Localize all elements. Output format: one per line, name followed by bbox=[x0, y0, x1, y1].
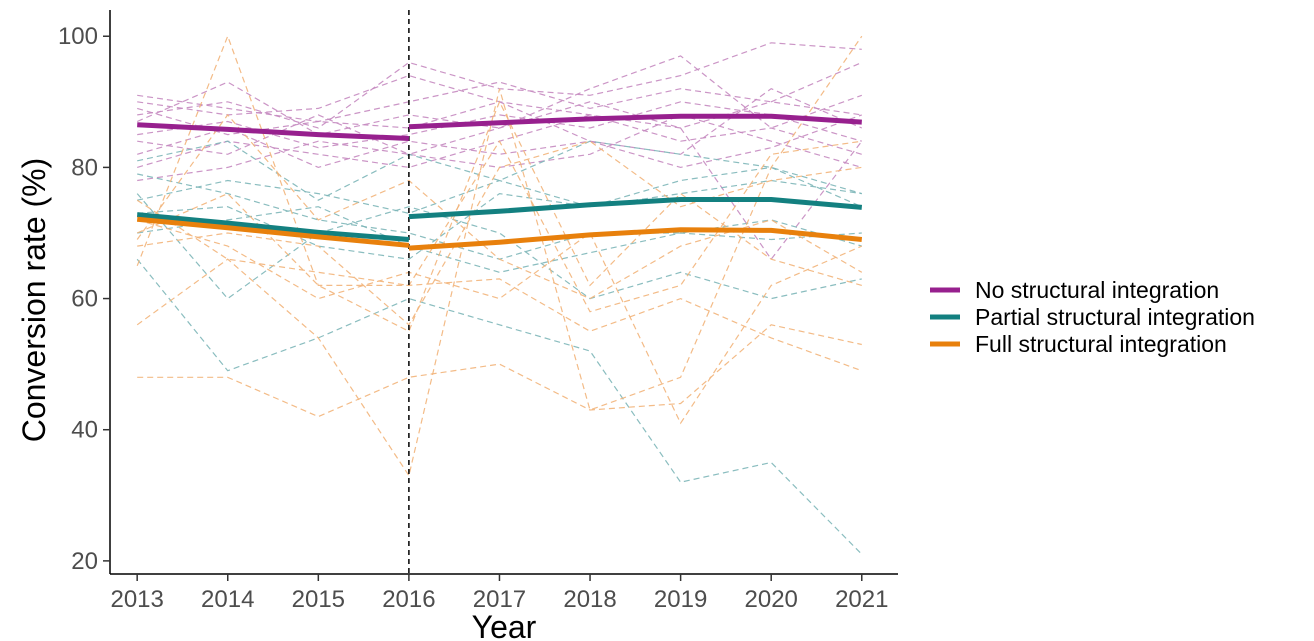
individual-line-7 bbox=[136, 55, 863, 136]
individual-line-12 bbox=[136, 258, 863, 555]
series-3-segment-2 bbox=[408, 227, 863, 251]
series-1-segment-1 bbox=[137, 122, 410, 141]
x-tick-label: 2017 bbox=[473, 586, 526, 613]
x-tick-label: 2016 bbox=[382, 586, 435, 613]
individual-line-23 bbox=[137, 140, 862, 326]
individual-line-14 bbox=[137, 140, 862, 201]
individual-line-17 bbox=[137, 166, 863, 260]
individual-line-16 bbox=[137, 206, 862, 273]
legend-label-3: Full structural integration bbox=[975, 331, 1227, 357]
x-tick-label: 2021 bbox=[835, 586, 888, 613]
y-tick-label: 40 bbox=[71, 417, 98, 444]
y-tick-label: 80 bbox=[71, 154, 98, 181]
individual-line-10 bbox=[137, 101, 863, 261]
individual-line-19 bbox=[136, 35, 863, 478]
x-ticks: 2013 2014 2015 2016 2017 2018 2019 2020 2021 bbox=[110, 574, 888, 613]
individual-series-lines bbox=[136, 34, 863, 555]
mean-series-lines bbox=[136, 113, 863, 251]
legend-label-2: Partial structural integration bbox=[975, 304, 1255, 330]
x-axis-title: Year bbox=[472, 609, 537, 641]
series-1-segment-2 bbox=[408, 113, 862, 130]
individual-line-11 bbox=[137, 179, 862, 214]
individual-line-20 bbox=[136, 34, 863, 372]
x-tick-label: 2018 bbox=[563, 586, 616, 613]
series-2-segment-1 bbox=[136, 212, 410, 242]
x-tick-label: 2020 bbox=[745, 586, 798, 613]
x-tick-label: 2015 bbox=[292, 586, 345, 613]
x-tick-label: 2019 bbox=[654, 586, 707, 613]
y-tick-label: 100 bbox=[58, 23, 98, 50]
series-3-segment-1 bbox=[136, 216, 410, 248]
individual-line-9 bbox=[137, 101, 863, 169]
x-tick-label: 2013 bbox=[110, 586, 163, 613]
axes bbox=[109, 10, 898, 575]
individual-line-22 bbox=[137, 219, 863, 425]
legend-label-1: No structural integration bbox=[975, 277, 1219, 303]
y-tick-label: 20 bbox=[71, 548, 98, 575]
series-2-segment-2 bbox=[408, 197, 863, 220]
individual-line-18 bbox=[137, 324, 862, 418]
individual-line-21 bbox=[136, 113, 863, 300]
individual-line-15 bbox=[137, 173, 862, 260]
y-axis-title: Conversion rate (%) bbox=[16, 158, 52, 443]
individual-line-13 bbox=[136, 193, 862, 300]
x-tick-label: 2014 bbox=[201, 586, 254, 613]
y-tick-label: 60 bbox=[71, 286, 98, 313]
y-ticks: 20 40 60 80 100 bbox=[58, 23, 110, 575]
